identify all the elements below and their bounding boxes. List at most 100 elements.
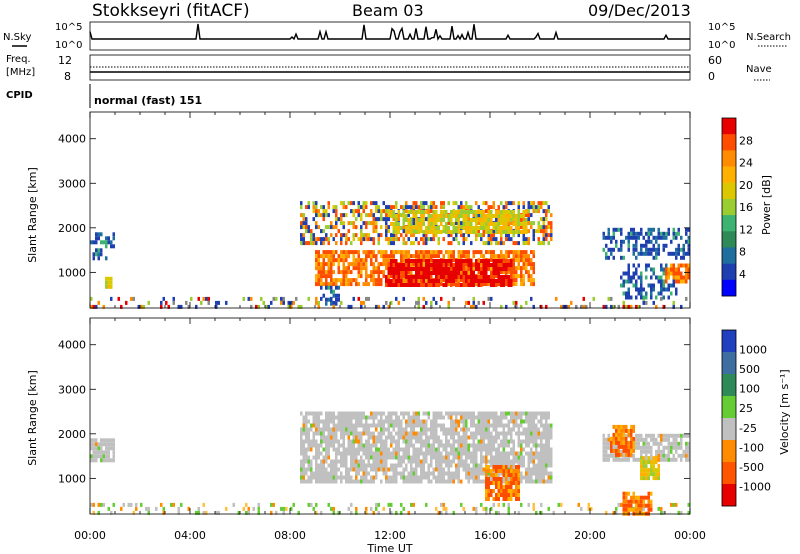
heatmap-cell	[497, 259, 500, 263]
heatmap-cell	[410, 423, 413, 428]
heatmap-cell	[545, 427, 548, 432]
heatmap-cell	[607, 437, 610, 442]
heatmap-cell	[447, 259, 450, 263]
nsky-tick-bottom: 10^0	[55, 40, 82, 51]
heatmap-cell	[422, 439, 425, 444]
heatmap-cell	[397, 283, 400, 287]
heatmap-cell	[397, 263, 400, 267]
heatmap-cell	[367, 455, 370, 460]
heatmap-cell	[467, 213, 470, 218]
heatmap-cell	[387, 263, 390, 267]
heatmap-cell	[480, 435, 483, 440]
heatmap-cell	[657, 472, 660, 477]
heatmap-cell	[532, 201, 535, 206]
nsky-tick-top: 10^5	[55, 22, 82, 33]
heatmap-cell	[392, 230, 395, 234]
heatmap-cell	[537, 459, 540, 464]
heatmap-cell	[480, 237, 483, 242]
heatmap-cell	[485, 510, 488, 515]
heatmap-cell	[362, 209, 365, 214]
heatmap-cell	[635, 433, 638, 438]
heatmap-cell	[540, 463, 543, 468]
heatmap-cell	[100, 502, 103, 507]
heatmap-cell	[657, 506, 660, 511]
heatmap-cell	[420, 463, 423, 468]
heatmap-cell	[492, 435, 495, 440]
heatmap-cell	[440, 415, 443, 420]
heatmap-cell	[450, 214, 453, 218]
heatmap-cell	[605, 437, 608, 442]
heatmap-cell	[517, 473, 520, 477]
heatmap-cell	[422, 411, 425, 416]
heatmap-cell	[105, 240, 108, 245]
heatmap-cell	[610, 239, 613, 244]
heatmap-cell	[467, 451, 470, 456]
heatmap-cell	[627, 267, 630, 272]
heatmap-cell	[545, 233, 548, 238]
heatmap-cell	[505, 201, 508, 206]
heatmap-cell	[475, 279, 478, 283]
heatmap-cell	[630, 295, 633, 300]
heatmap-cell	[412, 275, 415, 279]
heatmap-cell	[300, 443, 303, 448]
heatmap-cell	[167, 304, 170, 309]
heatmap-cell	[432, 467, 435, 472]
heatmap-cell	[647, 449, 650, 454]
heatmap-cell	[537, 455, 540, 460]
heatmap-cell	[665, 287, 668, 292]
heatmap-cell	[397, 423, 400, 428]
heatmap-cell	[487, 210, 490, 214]
heatmap-cell	[202, 296, 205, 301]
heatmap-cell	[542, 217, 545, 222]
heatmap-cell	[537, 431, 540, 436]
heatmap-cell	[327, 258, 330, 263]
heatmap-cell	[645, 472, 648, 477]
heatmap-cell	[617, 436, 620, 441]
heatmap-cell	[490, 493, 493, 497]
heatmap-cell	[462, 419, 465, 424]
heatmap-cell	[530, 447, 533, 452]
heatmap-cell	[390, 250, 393, 255]
heatmap-cell	[460, 427, 463, 432]
heatmap-cell	[620, 239, 623, 244]
heatmap-cell	[402, 205, 405, 210]
heatmap-cell	[467, 250, 470, 255]
heatmap-cell	[550, 479, 553, 484]
heatmap-cell	[652, 267, 655, 272]
heatmap-cell	[477, 479, 480, 484]
heatmap-cell	[670, 433, 673, 438]
heatmap-cell	[445, 471, 448, 476]
heatmap-cell	[635, 247, 638, 252]
heatmap-cell	[507, 506, 510, 511]
heatmap-cell	[680, 304, 683, 309]
heatmap-cell	[640, 507, 643, 512]
heatmap-cell	[635, 231, 638, 236]
heatmap-cell	[307, 225, 310, 230]
heatmap-cell	[470, 423, 473, 428]
heatmap-cell	[110, 296, 113, 301]
heatmap-cell	[325, 439, 328, 444]
heatmap-cell	[637, 251, 640, 256]
heatmap-cell	[372, 213, 375, 218]
heatmap-cell	[512, 473, 515, 477]
heatmap-cell	[630, 432, 633, 437]
heatmap-cell	[667, 453, 670, 458]
heatmap-cell	[385, 279, 388, 283]
heatmap-cell	[502, 469, 505, 473]
heatmap-cell	[462, 447, 465, 452]
heatmap-cell	[632, 499, 635, 504]
heatmap-cell	[320, 419, 323, 424]
heatmap-cell	[362, 459, 365, 464]
heatmap-cell	[107, 280, 110, 285]
heatmap-cell	[542, 209, 545, 214]
heatmap-cell	[442, 506, 445, 511]
heatmap-cell	[465, 237, 468, 242]
heatmap-cell	[635, 283, 638, 288]
heatmap-cell	[302, 233, 305, 238]
heatmap-cell	[372, 463, 375, 468]
heatmap-cell	[452, 271, 455, 275]
heatmap-cell	[315, 266, 318, 271]
heatmap-cell	[530, 459, 533, 464]
heatmap-cell	[510, 230, 513, 234]
